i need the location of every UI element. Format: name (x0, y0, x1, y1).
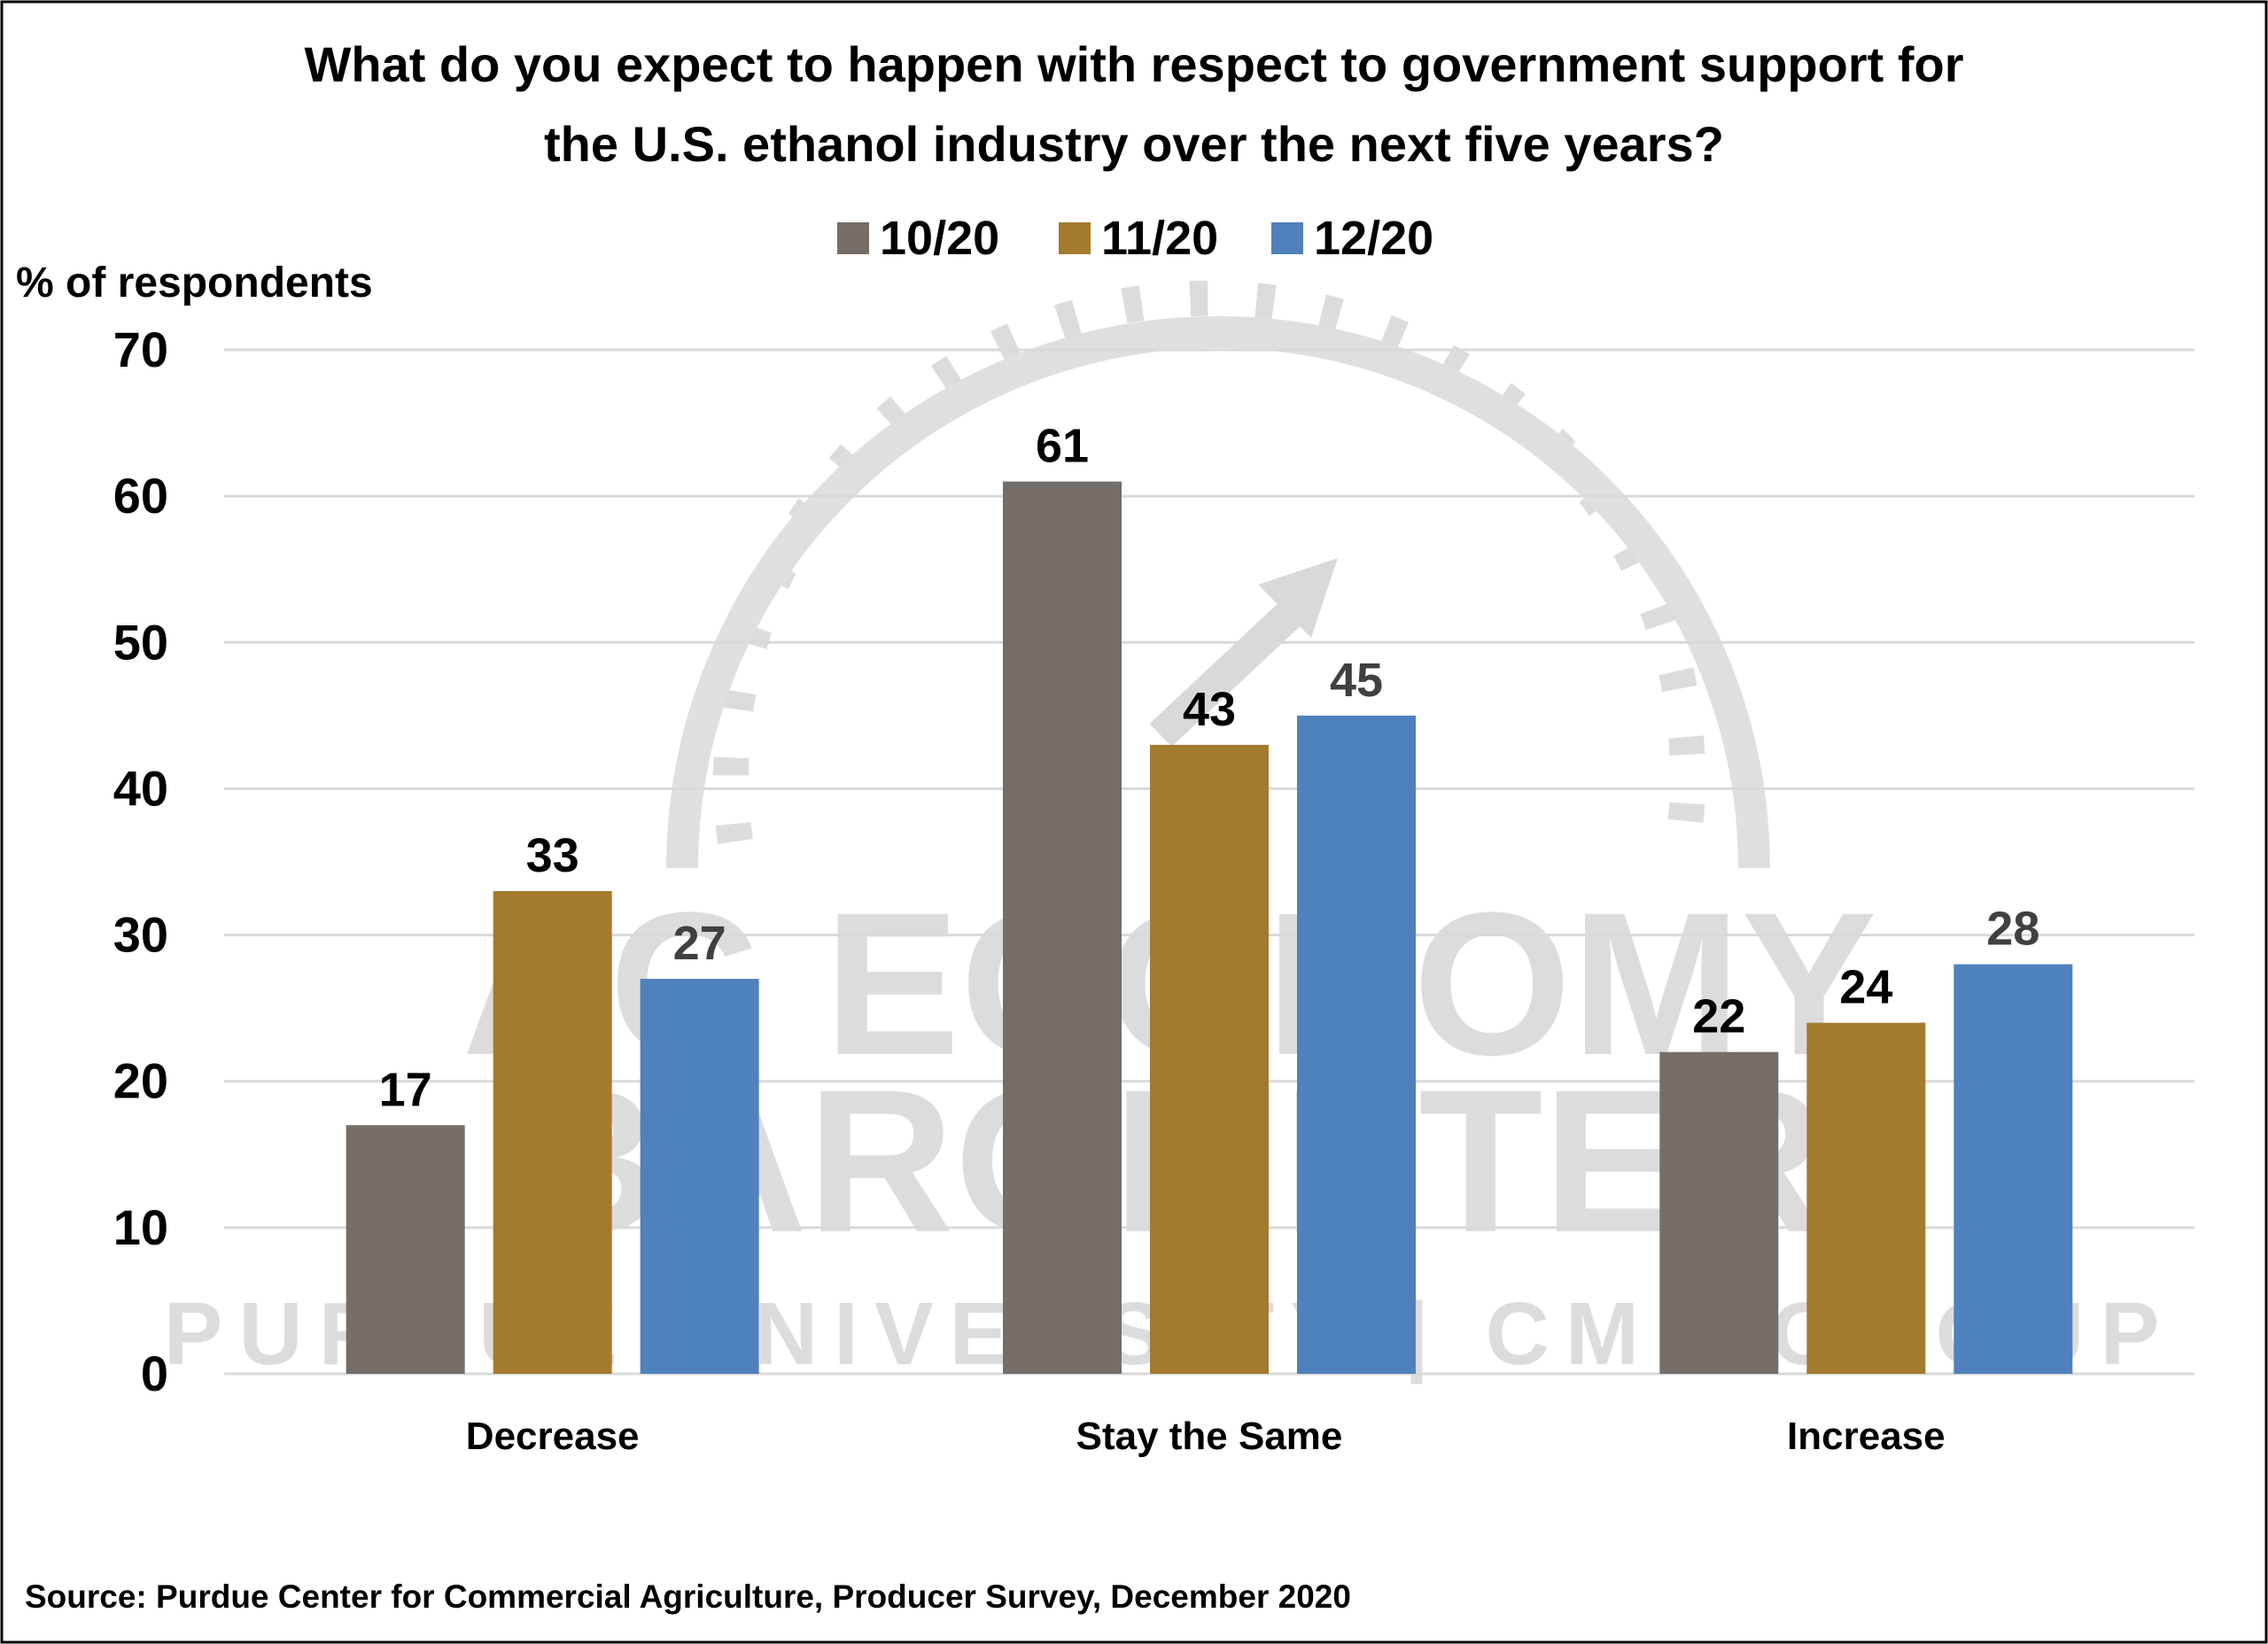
data-label: 45 (1330, 654, 1383, 707)
bars: Decrease 17 33 27 Stay the Same 61 43 45 Increas… (346, 420, 2073, 1458)
x-tick-label: Increase (1787, 1415, 1946, 1458)
legend-label: 11/20 (1101, 212, 1218, 265)
y-tick-label: 20 (113, 1053, 168, 1109)
watermark-arrow (1149, 590, 1314, 748)
legend: 10/20 11/20 12/20 (837, 212, 1433, 265)
chart-title-line-1: What do you expect to happen with respec… (305, 36, 1964, 92)
data-label: 24 (1839, 961, 1892, 1014)
y-tick-label: 0 (141, 1345, 168, 1401)
y-tick-label: 40 (113, 760, 168, 816)
data-label: 17 (379, 1063, 432, 1116)
bar-12-20 (1953, 964, 2073, 1374)
bar-12-20 (1297, 715, 1416, 1374)
legend-swatch (837, 222, 869, 254)
data-label: 43 (1183, 683, 1236, 736)
data-label: 27 (673, 917, 726, 970)
legend-swatch (1059, 222, 1091, 254)
bar-10-20 (1659, 1051, 1779, 1374)
data-label: 61 (1036, 420, 1089, 473)
bar-10-20 (346, 1125, 465, 1374)
watermark-arrowhead (1258, 558, 1338, 638)
data-label: 33 (526, 829, 579, 882)
legend-label: 12/20 (1314, 212, 1433, 265)
data-label: 22 (1692, 990, 1745, 1043)
x-tick-label: Decrease (466, 1415, 640, 1458)
bar-11-20 (493, 891, 612, 1374)
bar-12-20 (640, 979, 759, 1374)
watermark-arc (666, 316, 1770, 869)
chart-title-line-2: the U.S. ethanol industry over the next … (544, 116, 1724, 172)
x-tick-label: Stay the Same (1076, 1415, 1343, 1458)
bar-11-20 (1150, 744, 1269, 1374)
source-note: Source: Purdue Center for Commercial Agr… (25, 1578, 1351, 1615)
legend-label: 10/20 (880, 212, 999, 265)
y-tick-label: 70 (113, 322, 168, 377)
y-axis-label: % of respondents (16, 260, 373, 306)
bar-11-20 (1806, 1022, 1926, 1374)
bar-10-20 (1003, 481, 1122, 1374)
y-tick-label: 30 (113, 907, 168, 963)
legend-swatch (1271, 222, 1303, 254)
y-tick-label: 50 (113, 614, 168, 670)
data-label: 28 (1986, 903, 2039, 956)
y-tick-label: 60 (113, 468, 168, 523)
y-tick-label: 10 (113, 1199, 168, 1255)
